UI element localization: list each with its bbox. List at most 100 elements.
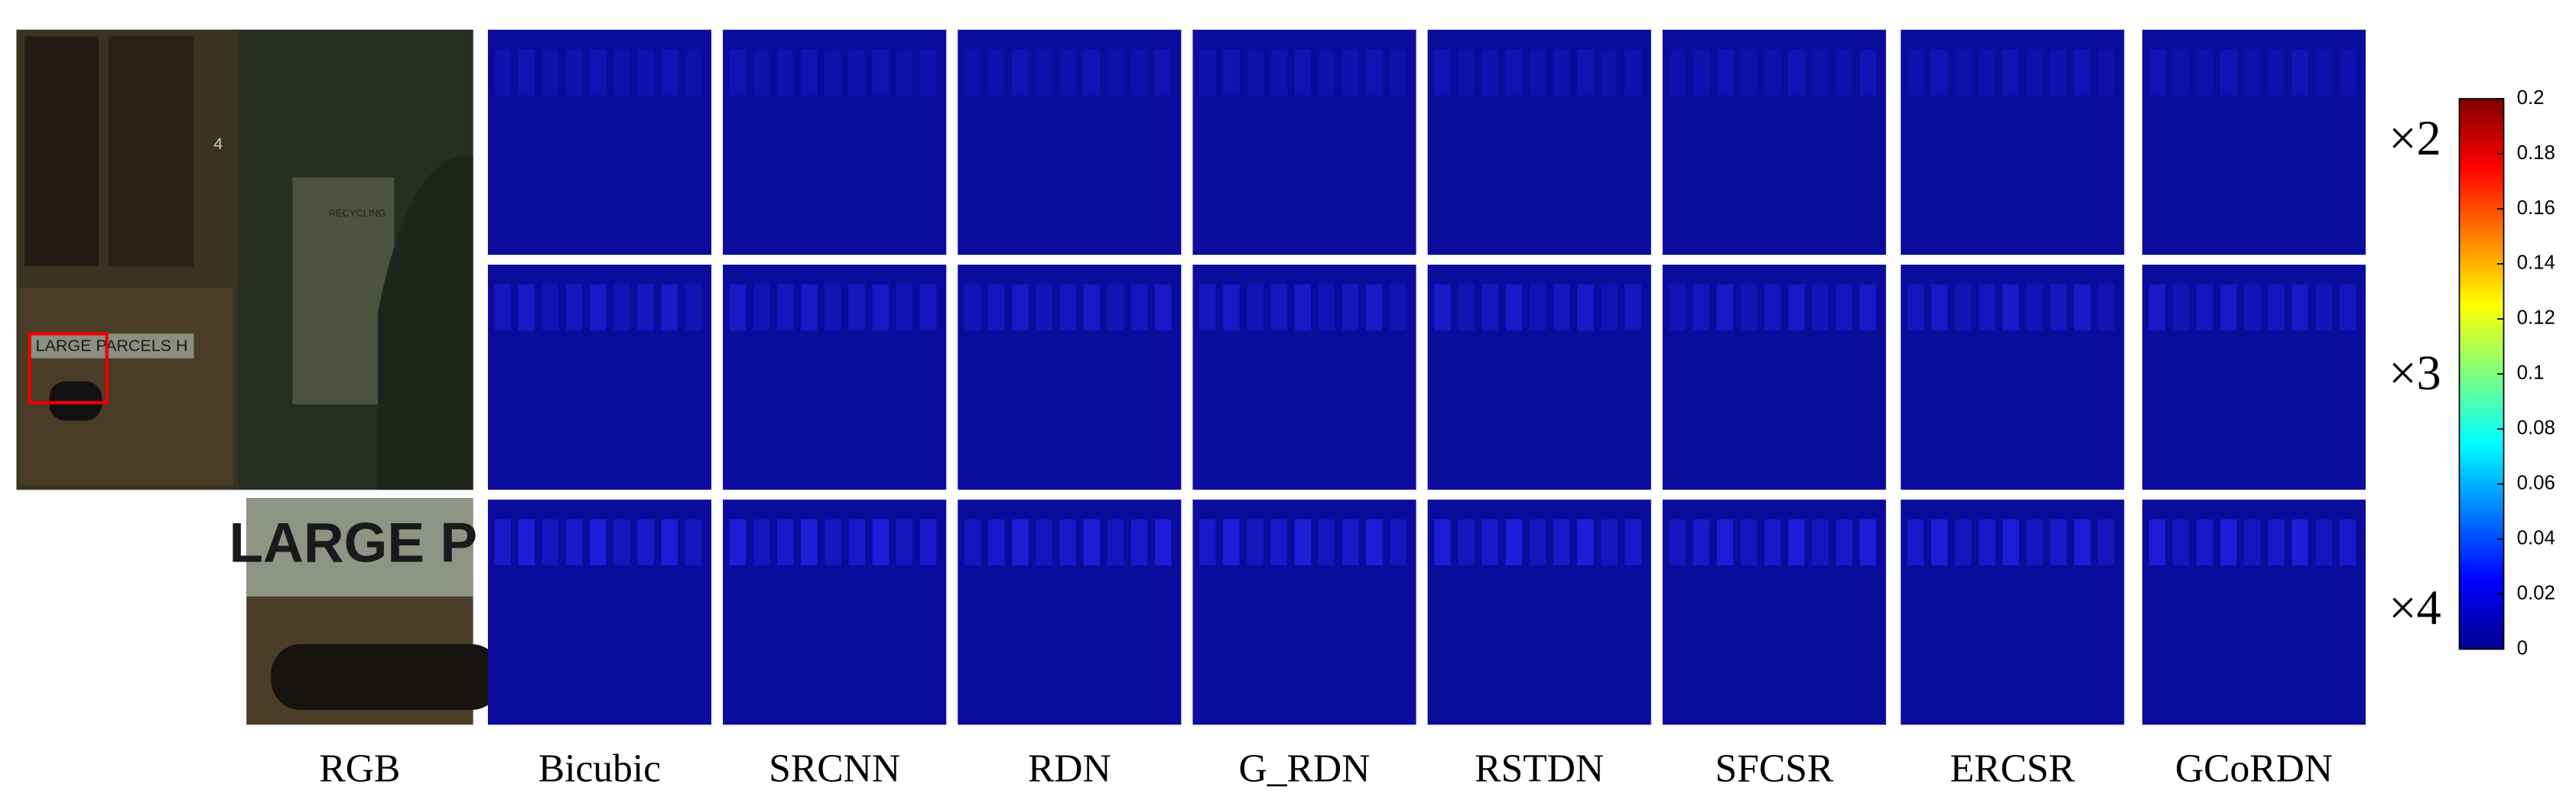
error-texture (1979, 284, 1995, 330)
column-label: SFCSR (1715, 747, 1833, 791)
error-texture (2097, 519, 2115, 566)
error-texture (1907, 519, 1924, 566)
error-texture (1859, 284, 1876, 330)
error-map (958, 499, 1182, 725)
error-texture (637, 284, 654, 330)
error-texture (964, 284, 981, 330)
error-map (1192, 29, 1416, 255)
error-texture (542, 519, 559, 566)
row-label: ×2 (2389, 111, 2441, 165)
error-map (1192, 264, 1416, 490)
error-texture (1740, 519, 1758, 566)
error-texture (685, 49, 702, 96)
error-texture (2026, 519, 2043, 566)
row-label: ×4 (2389, 581, 2441, 635)
error-map (1427, 264, 1651, 490)
error-texture (2148, 284, 2166, 330)
error-map (487, 29, 712, 255)
error-texture (1625, 519, 1641, 566)
error-texture (2172, 519, 2190, 566)
error-texture (1669, 284, 1686, 330)
error-texture (1788, 519, 1805, 566)
error-texture (2073, 284, 2091, 330)
column-label: G_RDN (1239, 747, 1371, 791)
colorbar-tick-label: 0.08 (2517, 418, 2555, 439)
error-texture (729, 519, 746, 566)
error-texture (2339, 284, 2356, 330)
error-texture (2291, 49, 2308, 96)
error-texture (919, 519, 937, 566)
error-texture (1979, 49, 1995, 96)
error-map (2142, 499, 2366, 725)
error-maps (487, 29, 2366, 725)
error-texture (2268, 284, 2285, 330)
error-texture (1764, 49, 1781, 96)
error-texture (1553, 49, 1570, 96)
error-texture (729, 284, 746, 330)
error-texture (1223, 49, 1240, 96)
colorbar-tick-label: 0.16 (2517, 197, 2555, 219)
error-map (958, 29, 1182, 255)
error-texture (729, 49, 746, 96)
error-texture (1740, 284, 1758, 330)
error-texture (2196, 519, 2213, 566)
colorbar (2458, 98, 2505, 650)
error-texture (776, 519, 794, 566)
error-texture (1716, 284, 1734, 330)
error-texture (661, 519, 678, 566)
error-texture (518, 284, 535, 330)
error-texture (518, 49, 535, 96)
error-texture (1693, 49, 1709, 96)
error-texture (1223, 519, 1240, 566)
error-texture (590, 519, 607, 566)
error-texture (1669, 49, 1686, 96)
error-texture (1083, 284, 1101, 330)
error-texture (1553, 519, 1570, 566)
error-texture (1390, 284, 1407, 330)
photo-number: 4 (213, 135, 223, 153)
error-texture (565, 49, 583, 96)
column-label: RGB (319, 747, 400, 791)
error-texture (1155, 519, 1172, 566)
error-texture (2244, 519, 2261, 566)
error-texture (1907, 284, 1924, 330)
error-map (958, 264, 1182, 490)
error-texture (1930, 49, 1948, 96)
error-texture (1482, 284, 1498, 330)
error-texture (661, 49, 678, 96)
error-texture (637, 519, 654, 566)
error-texture (848, 49, 865, 96)
error-texture (896, 519, 913, 566)
error-texture (1505, 284, 1523, 330)
error-texture (987, 519, 1005, 566)
error-texture (1036, 284, 1052, 330)
error-map (723, 29, 947, 255)
error-texture (825, 519, 841, 566)
error-texture (1155, 49, 1172, 96)
error-texture (518, 519, 535, 566)
error-texture (1223, 284, 1240, 330)
error-texture (1318, 519, 1335, 566)
error-texture (1458, 284, 1475, 330)
error-texture (1458, 519, 1475, 566)
error-texture (2050, 284, 2067, 330)
colorbar-tick-label: 0.06 (2517, 473, 2555, 494)
error-texture (2339, 519, 2356, 566)
error-texture (2073, 49, 2091, 96)
error-texture (1270, 284, 1287, 330)
error-texture (1859, 519, 1876, 566)
error-texture (542, 49, 559, 96)
colorbar-tick-label: 0.02 (2517, 582, 2555, 604)
error-texture (753, 519, 770, 566)
error-texture (1107, 519, 1124, 566)
rgb-photo: 4 RECYCLING LARGE PARCELS H (16, 29, 473, 490)
error-map (1427, 29, 1651, 255)
zoom-text: LARGE P (229, 513, 478, 574)
error-texture (1693, 284, 1709, 330)
column-label: SRCNN (769, 747, 900, 791)
row-label: ×3 (2389, 346, 2441, 400)
error-texture (2050, 49, 2067, 96)
error-texture (2244, 49, 2261, 96)
error-texture (1529, 519, 1547, 566)
